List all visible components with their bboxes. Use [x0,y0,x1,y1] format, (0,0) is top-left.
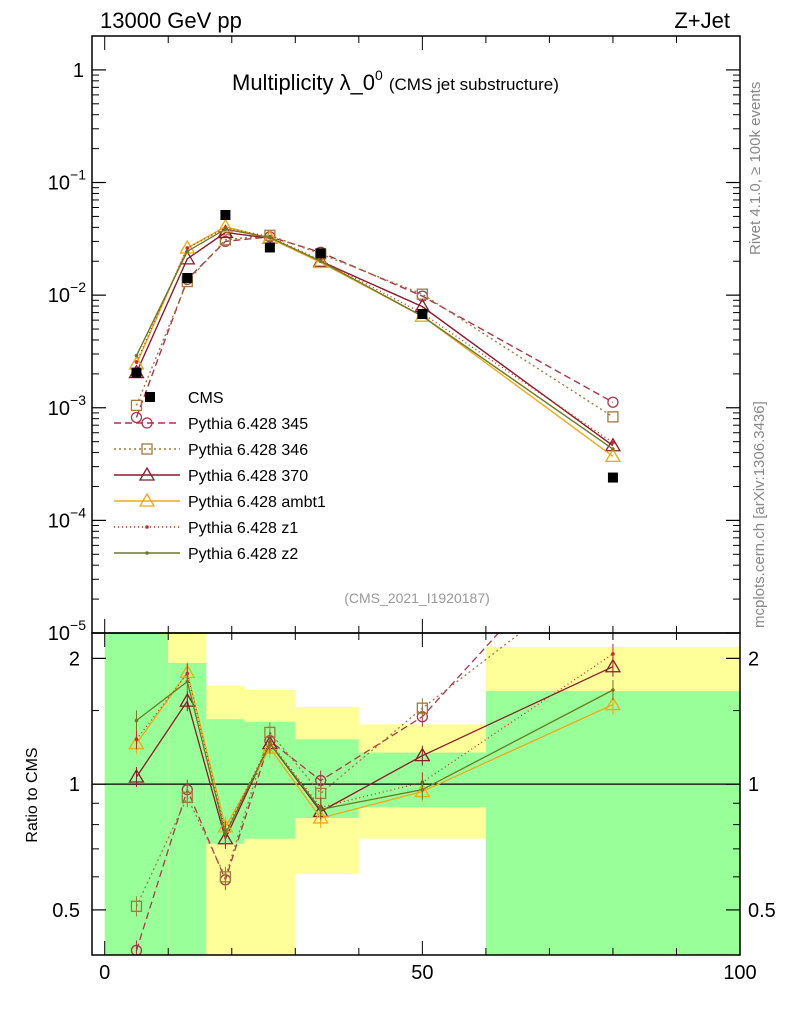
main-point-0-6 [607,396,619,408]
ratio-y-tick-right-0: 0.5 [748,900,776,922]
cms-point-4 [315,248,326,259]
x-tick-2: 100 [723,962,756,984]
main-line-4 [135,227,614,444]
legend-marker-0 [141,417,153,429]
legend-label-3: Pythia 6.428 ambt1 [188,494,326,511]
main-frame [91,35,741,634]
main-point-1-2 [219,234,232,246]
legend-marker-3 [138,492,156,507]
main-point-5-4 [318,259,323,264]
legend-label-5: Pythia 6.428 z2 [188,546,298,563]
ratio-series [128,633,622,955]
ratio-point-2-0 [128,768,145,783]
ratio-point-1-1 [181,791,193,803]
main-point-5-6 [611,447,615,451]
ratio-point-4-0 [134,737,139,742]
band-green-1 [168,662,207,955]
legend-label-0: Pythia 6.428 345 [188,416,308,433]
legend: CMS Pythia 6.428 345 Pythia 6.428 346 Pythi… [114,390,326,563]
main-point-3-6 [604,448,622,463]
ratio-point-3-4 [312,809,329,824]
ratio-point-0-0 [130,944,143,955]
rivet-version-label: Rivet 4.1.0, ≥ 100k events [747,82,764,255]
ratio-point-3-6 [604,696,622,711]
x-tick-1: 50 [411,962,433,984]
ratio-point-1-0 [130,900,143,912]
ratio-point-2-5 [414,747,431,762]
main-point-3-2 [217,218,234,233]
ratio-point-5-0 [134,718,139,723]
ratio-point-4-6 [611,652,615,656]
main-point-4-0 [134,360,139,364]
ratio-point-5-4 [318,807,323,812]
legend-label-cms: CMS [188,390,224,407]
main-y-tick-5: 10−5 [48,617,86,645]
ratio-y-tick-left-2: 2 [69,648,80,670]
band-green-4 [295,739,359,818]
ratio-y-tick-right-2: 2 [748,648,759,670]
cms-point-1 [182,272,193,283]
process-label: Z+Jet [674,8,730,33]
ratio-y-tick-left-0: 0.5 [52,900,80,922]
ratio-point-5-1 [185,679,190,684]
ratio-y-axis-label: Ratio to CMS [24,747,41,842]
ratio-point-2-1 [179,692,196,707]
main-point-4-1 [185,246,190,250]
legend-marker-5 [145,551,149,555]
main-point-5-3 [268,235,272,240]
ratio-uncertainty-bands [92,633,740,955]
legend-marker-cms [145,392,155,402]
cms-data-points [131,209,618,483]
x-tick-0: 0 [99,962,110,984]
cms-point-6 [607,472,618,483]
main-point-5-2 [223,227,228,232]
ratio-point-2-6 [604,658,622,673]
ratio-frame [91,632,741,956]
cms-point-3 [264,242,275,253]
ratio-y-tick-left-1: 1 [69,774,80,796]
legend-marker-4 [145,525,149,529]
ratio-point-5-6 [611,688,615,692]
cms-point-0 [131,367,142,378]
main-y-tick-2: 10−2 [48,279,86,307]
ratio-y-tick-right-1: 1 [748,774,759,796]
main-point-1-6 [607,411,619,423]
legend-label-1: Pythia 6.428 346 [188,442,308,459]
analysis-id-label: (CMS_2021_I1920187) [344,590,490,606]
band-green-6 [485,691,740,955]
main-y-tick-3: 10−3 [48,392,86,420]
chart-title: Multiplicity λ_00 (CMS jet substructure) [232,67,559,95]
ratio-point-5-3 [268,741,272,746]
main-y-tick-4: 10−4 [48,504,86,532]
legend-marker-2 [138,466,156,481]
legend-label-2: Pythia 6.428 370 [188,468,308,485]
main-point-4-6 [611,440,615,445]
ratio-point-5-2 [223,832,228,836]
ratio-point-1-5 [416,702,429,714]
source-label: mcplots.cern.ch [arXiv:1306.3436] [751,401,768,628]
main-point-5-0 [134,353,139,358]
main-y-tick-0: 1 [73,60,84,82]
legend-marker-1 [141,443,153,455]
main-point-5-1 [185,249,190,254]
main-line-2 [135,231,614,447]
legend-label-4: Pythia 6.428 z1 [188,520,298,537]
cms-point-5 [417,309,428,320]
cms-point-2 [220,209,231,220]
main-y-tick-1: 10−1 [48,167,86,195]
ratio-point-1-2 [219,871,232,883]
energy-label: 13000 GeV pp [100,8,242,33]
ratio-point-5-5 [420,787,425,792]
main-point-1-0 [130,399,143,412]
axes: 1 10−1 10−2 10−3 10−4 10−5 0 50 100 0.5 0.5 1 1 2 2 [48,35,776,984]
